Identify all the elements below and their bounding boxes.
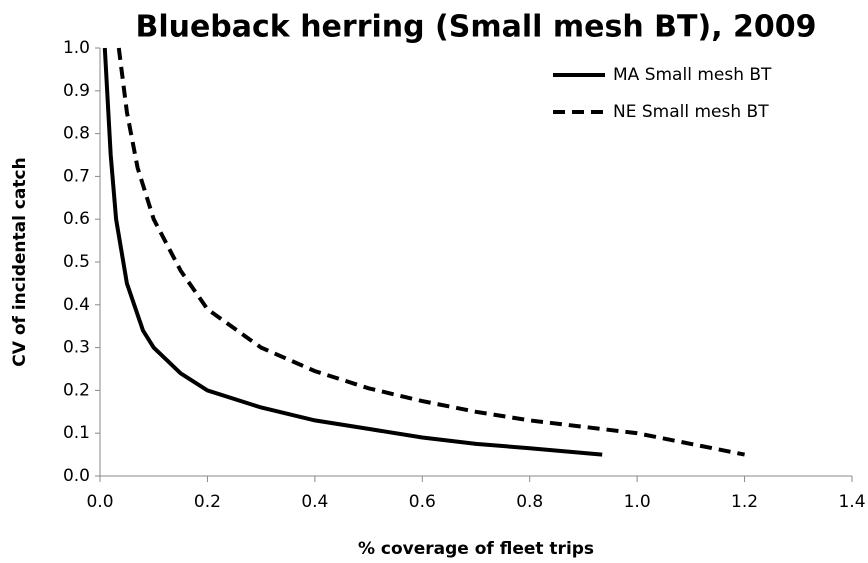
y-tick-label: 0.5: [63, 252, 90, 272]
y-tick-label: 0.9: [63, 81, 90, 101]
y-tick-label: 0.3: [63, 338, 90, 358]
series-line: [116, 47, 745, 457]
series-line: [102, 47, 603, 457]
x-tick-label: 0.8: [516, 492, 543, 512]
x-tick-label: 1.0: [624, 492, 651, 512]
y-axis-label: CV of incidental catch: [10, 157, 30, 366]
y-tick-label: 0.1: [63, 423, 90, 443]
legend-label: NE Small mesh BT: [613, 102, 769, 122]
x-tick-label: 0.4: [301, 492, 328, 512]
y-tick-label: 0.2: [63, 380, 90, 400]
y-tick-label: 1.0: [63, 38, 90, 58]
y-tick-label: 0.4: [63, 295, 90, 315]
x-tick-label: 0.0: [86, 492, 113, 512]
y-tick-label: 0.8: [63, 124, 90, 144]
x-tick-label: 1.4: [838, 492, 865, 512]
chart-title: Blueback herring (Small mesh BT), 2009: [135, 10, 816, 45]
y-tick-label: 0.7: [63, 166, 90, 186]
y-tick-label: 0.6: [63, 209, 90, 229]
legend-label: MA Small mesh BT: [613, 65, 772, 85]
x-tick-label: 0.6: [409, 492, 436, 512]
x-axis-label: % coverage of fleet trips: [358, 539, 594, 559]
x-tick-label: 1.2: [731, 492, 758, 512]
y-tick-label: 0.0: [63, 466, 90, 486]
x-tick-label: 0.2: [194, 492, 221, 512]
